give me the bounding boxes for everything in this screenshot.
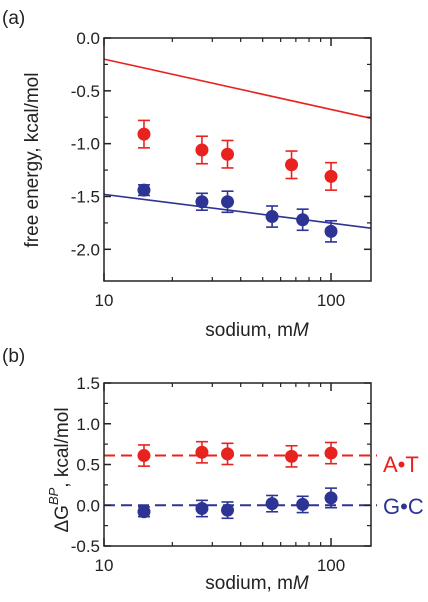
panel-a-frame <box>103 37 372 282</box>
data-point-a-0-3 <box>285 158 299 172</box>
panel-b-ylabel: ΔGBP, kcal/mol <box>46 407 73 532</box>
data-point-b-1-5 <box>324 491 338 505</box>
panel-b-xlabel: sodium, mM <box>205 573 309 594</box>
data-point-b-1-4 <box>296 497 310 511</box>
fit-line-a-0 <box>103 58 372 120</box>
data-point-a-0-4 <box>324 169 338 183</box>
data-point-b-1-0 <box>137 505 151 519</box>
data-point-a-1-2 <box>221 195 235 209</box>
panel-b-ticks: 1.5 1.0 0.5 0.0 -0.510 100 <box>71 374 371 575</box>
data-point-b-1-3 <box>265 497 279 511</box>
data-point-a-1-0 <box>137 183 151 197</box>
panel-b: (b) ΔGBP, kcal/mol 1.5 1.0 0.5 0.0 -0.510 100… <box>2 346 424 594</box>
data-point-b-0-4 <box>324 446 338 460</box>
data-point-b-0-0 <box>137 449 151 463</box>
panel-a-data <box>103 58 372 243</box>
panel-a-label: (a) <box>2 8 25 29</box>
y-tick-label-b-3: 0.0 <box>76 496 100 515</box>
y-tick-label-a-4: -2.0 <box>71 240 100 259</box>
y-tick-label-b-0: 1.5 <box>76 374 100 393</box>
data-point-a-0-1 <box>195 143 209 157</box>
y-tick-label-a-1: -0.5 <box>71 82 100 101</box>
panel-a-ylabel: free energy, kcal/mol <box>22 73 43 248</box>
y-tick-label-a-3: -1.5 <box>71 187 100 206</box>
data-point-b-1-1 <box>195 502 209 516</box>
data-point-a-0-2 <box>221 147 235 161</box>
data-point-a-1-3 <box>265 210 279 224</box>
data-point-b-0-1 <box>195 445 209 459</box>
data-point-a-0-0 <box>137 127 151 141</box>
panel-a-xlabel: sodium, mM <box>205 320 309 341</box>
y-tick-label-a-0: 0.0 <box>76 29 100 48</box>
data-point-a-1-5 <box>324 224 338 238</box>
x-tick-label-b-1: 100 <box>317 556 345 575</box>
fit-line-a-1 <box>103 193 372 229</box>
series-label-at: A•T <box>383 452 419 477</box>
data-point-a-1-1 <box>195 195 209 209</box>
data-point-a-1-4 <box>296 213 310 227</box>
x-tick-label-b-0: 10 <box>95 556 114 575</box>
series-label-gc: G•C <box>383 494 424 519</box>
panel-b-data <box>104 440 377 520</box>
y-tick-label-b-4: -0.5 <box>71 537 100 556</box>
panel-a-ticks: 0.0 -0.5 -1.0 -1.5 -2.0 10 100 <box>71 29 371 310</box>
x-tick-label-a-1: 100 <box>317 291 345 310</box>
panel-b-label: (b) <box>2 346 25 367</box>
y-tick-label-b-2: 0.5 <box>76 456 100 475</box>
x-tick-label-a-0: 10 <box>95 291 114 310</box>
y-tick-label-a-2: -1.0 <box>71 135 100 154</box>
y-tick-label-b-1: 1.0 <box>76 415 100 434</box>
panel-a: (a) free energy, kcal/mol 0.0 -0.5 -1.0 -1.… <box>2 8 372 341</box>
data-point-b-0-2 <box>221 447 235 461</box>
data-point-b-0-3 <box>285 449 299 463</box>
data-point-b-1-2 <box>221 503 235 517</box>
